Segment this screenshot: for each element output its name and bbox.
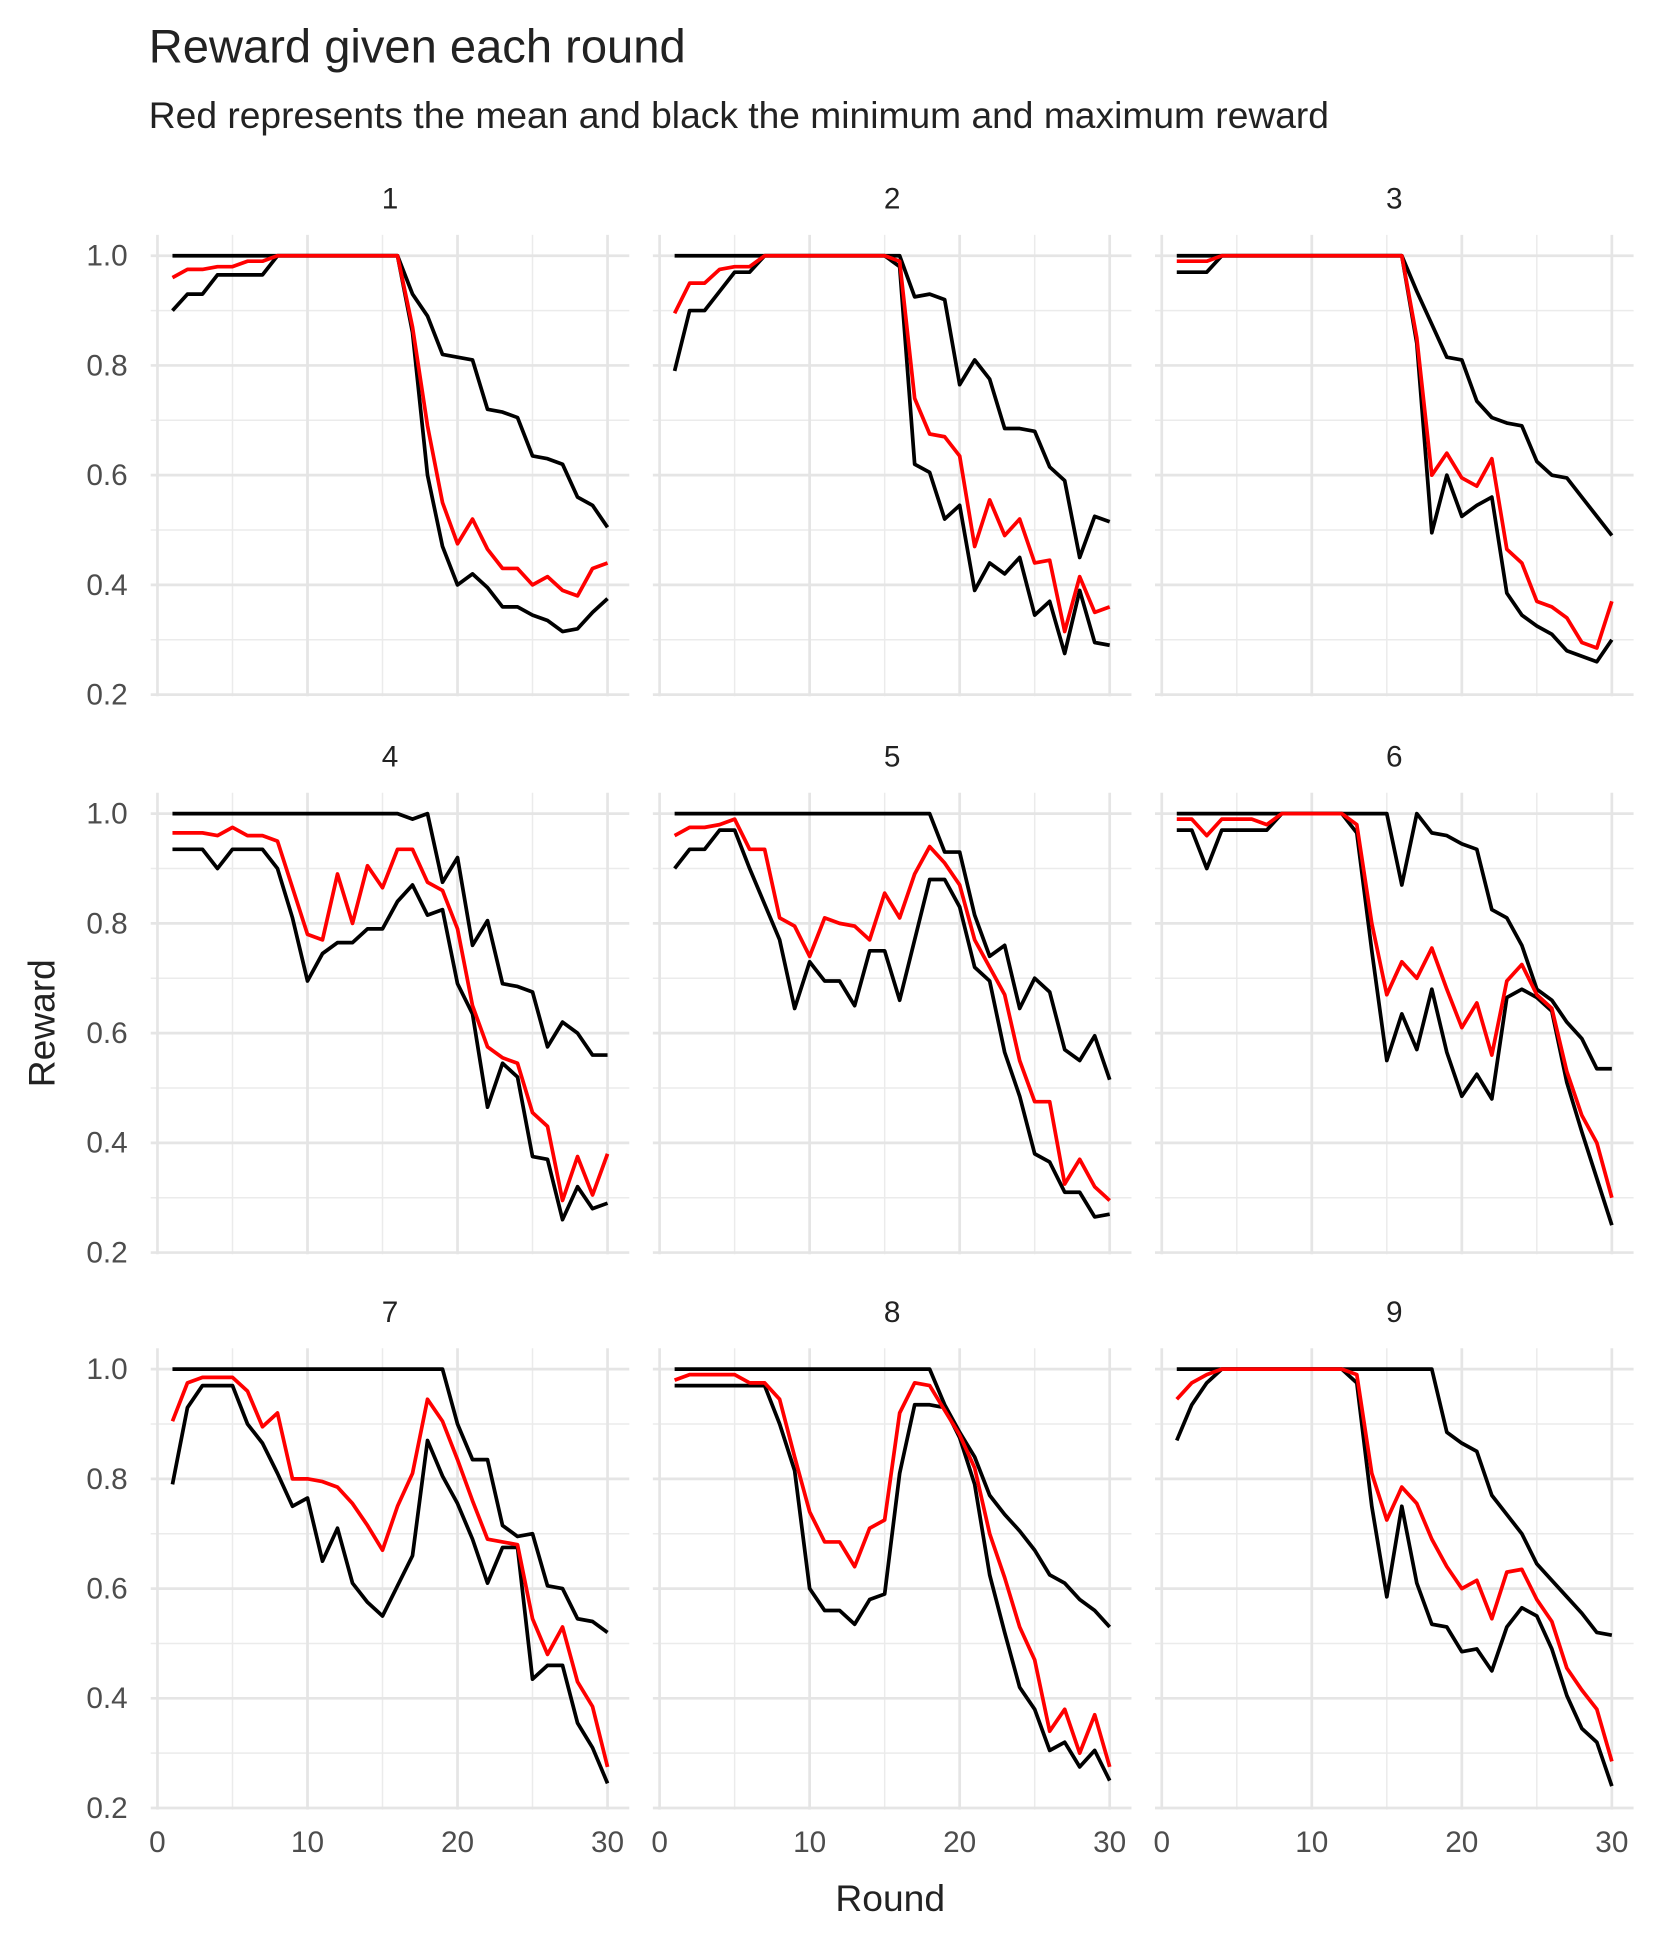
series-line: [673, 828, 1111, 1219]
x-tick-label: 20: [943, 1826, 976, 1859]
y-tick-label: 0.4: [86, 569, 127, 602]
panel-title: 7: [382, 1296, 399, 1329]
series-line: [172, 1367, 609, 1634]
y-tick-label: 0.2: [86, 679, 127, 712]
series-line: [1176, 811, 1614, 1199]
y-axis-label: Reward: [21, 959, 63, 1087]
x-tick-label: 0: [149, 1826, 166, 1859]
series-line: [1176, 253, 1614, 650]
y-tick-label: 1.0: [86, 798, 127, 831]
series-line: [1175, 1367, 1614, 1762]
x-tick-label: 10: [291, 1826, 324, 1859]
series-line: [674, 1383, 1112, 1782]
y-tick-label: 0.2: [86, 1792, 127, 1825]
chart-subtitle: Red represents the mean and black the mi…: [149, 94, 1329, 136]
panel-title: 8: [884, 1296, 901, 1329]
series-line: [673, 1372, 1112, 1768]
series-line: [170, 1375, 610, 1768]
y-tick-label: 1.0: [86, 240, 127, 273]
panel-title: 5: [884, 741, 901, 774]
series-line: [172, 811, 608, 1057]
series-line: [1175, 1367, 1614, 1787]
y-tick-label: 0.6: [86, 1017, 127, 1050]
y-tick-label: 0.8: [86, 349, 127, 382]
series-line: [674, 253, 1111, 560]
series-line: [1176, 253, 1614, 537]
x-tick-label: 20: [1445, 1826, 1478, 1859]
y-tick-label: 0.2: [86, 1236, 127, 1269]
x-tick-label: 10: [1295, 1826, 1328, 1859]
series-line: [171, 253, 609, 634]
series-line: [672, 253, 1111, 634]
x-tick-label: 30: [591, 1826, 624, 1859]
series-line: [673, 817, 1111, 1202]
x-tick-label: 20: [441, 1826, 474, 1859]
x-tick-label: 30: [1093, 1826, 1126, 1859]
panel-title: 1: [382, 183, 399, 216]
series-line: [1176, 811, 1614, 1226]
series-line: [170, 1383, 610, 1785]
series-line: [1176, 253, 1614, 664]
chart-title: Reward given each round: [149, 19, 686, 72]
x-tick-label: 10: [793, 1826, 826, 1859]
series-line: [171, 253, 609, 598]
series-line: [674, 811, 1112, 1081]
series-line: [674, 1367, 1112, 1629]
x-tick-label: 0: [651, 1826, 668, 1859]
x-axis-label: Round: [835, 1877, 945, 1919]
panel-title: 2: [884, 183, 901, 216]
panel-title: 3: [1386, 183, 1403, 216]
x-tick-label: 30: [1595, 1826, 1628, 1859]
series-line: [672, 253, 1111, 656]
series-line: [172, 253, 610, 529]
panel-title: 9: [1386, 1296, 1403, 1329]
series-line: [1176, 811, 1612, 1071]
y-tick-label: 0.4: [86, 1127, 127, 1160]
panel-title: 6: [1386, 741, 1403, 774]
y-tick-label: 1.0: [86, 1353, 127, 1386]
y-tick-label: 0.8: [86, 907, 127, 940]
y-tick-label: 0.4: [86, 1682, 127, 1715]
x-tick-label: 0: [1153, 1826, 1170, 1859]
series-line: [172, 847, 609, 1222]
series-line: [172, 825, 610, 1203]
y-tick-label: 0.6: [86, 1572, 127, 1605]
y-tick-label: 0.8: [86, 1463, 127, 1496]
panel-title: 4: [382, 741, 399, 774]
y-tick-label: 0.6: [86, 459, 127, 492]
